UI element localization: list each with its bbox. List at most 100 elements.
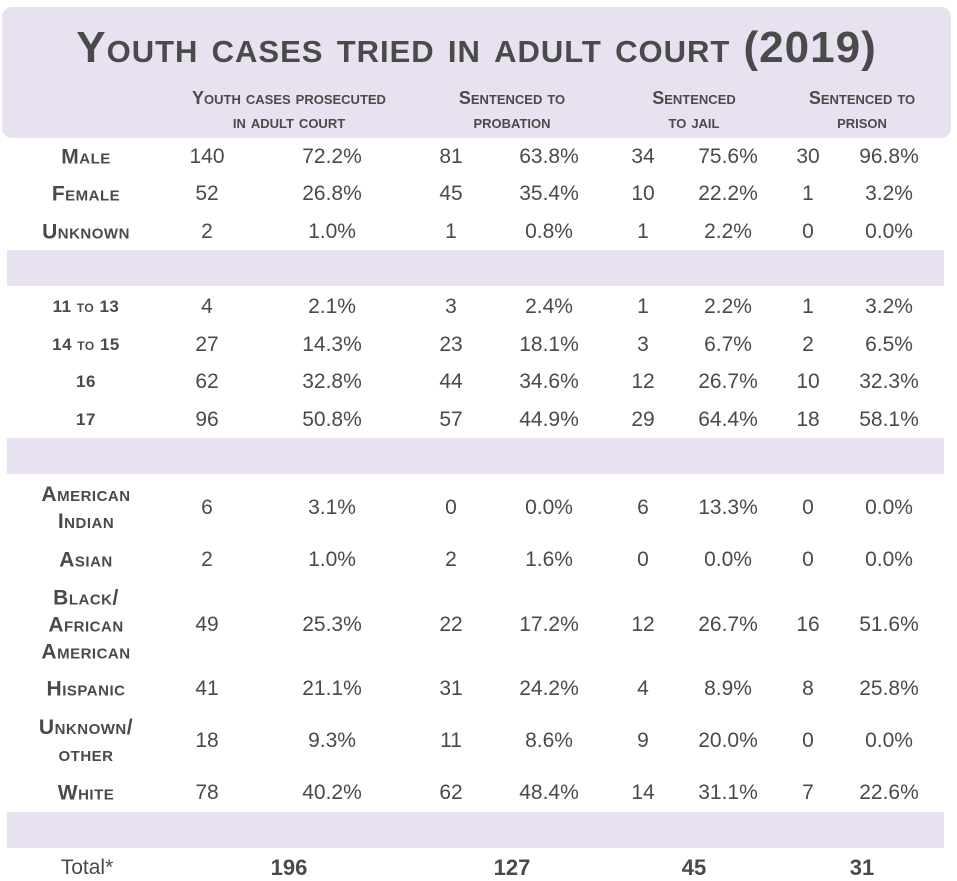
row-label-line: Unknown/ [38,716,134,739]
percent-cell: 14.3% [302,333,362,356]
percent-cell: 3.2% [865,182,913,205]
percent-cell: 44.9% [519,408,579,431]
row-label-line: American [41,483,131,506]
count-cell: 1 [637,220,649,243]
row-label: American Indian [41,481,130,535]
percent-cell: 0.8% [525,220,573,243]
percent-cell: 32.8% [302,370,362,393]
count-cell: 52 [195,182,219,205]
column-header-line: prison [837,112,887,132]
percent-cell: 9.3% [308,729,356,752]
count-cell: 4 [637,677,649,700]
percent-cell: 0.0% [525,496,573,519]
row-label-line: Black/ [53,586,119,610]
row-label: White [58,780,115,807]
row-label-line: Female [51,182,121,206]
percent-cell: 3.1% [308,496,356,519]
row-label: Male [61,144,111,171]
percent-cell: 0.0% [704,548,752,571]
count-cell: 22 [439,613,463,636]
count-cell: 12 [631,613,655,636]
total-value: 127 [493,855,531,880]
count-cell: 1 [802,295,814,318]
row-label-line: American [41,640,131,664]
row-label: Hispanic [47,676,126,703]
count-cell: 12 [631,370,655,393]
row-label: Female [52,181,120,208]
percent-cell: 0.0% [865,496,913,519]
percent-cell: 72.2% [302,145,362,168]
count-cell: 1 [445,220,457,243]
percent-cell: 6.7% [704,333,752,356]
count-cell: 62 [439,781,463,804]
count-cell: 96 [195,408,219,431]
total-value: 196 [270,855,308,880]
count-cell: 49 [195,613,219,636]
percent-cell: 3.2% [865,295,913,318]
count-cell: 29 [631,408,655,431]
count-cell: 140 [189,145,225,168]
row-label: Black/African American [41,585,130,666]
row-label: 17 [76,409,96,431]
count-cell: 27 [195,333,219,356]
row-label: 11 to 13 [53,296,120,318]
count-cell: 45 [439,182,463,205]
count-cell: 2 [445,548,457,571]
column-header: Youth cases prosecuted in adult court [164,86,414,134]
percent-cell: 26.7% [698,613,758,636]
percent-cell: 1.6% [525,548,573,571]
row-label-line: Hispanic [46,677,126,701]
percent-cell: 0.0% [865,548,913,571]
column-header-line: Sentenced [652,88,736,108]
count-cell: 78 [195,781,219,804]
count-cell: 4 [201,295,213,318]
row-label: 16 [76,371,96,393]
count-cell: 3 [637,333,649,356]
percent-cell: 2.1% [308,295,356,318]
count-cell: 23 [439,333,463,356]
count-cell: 0 [802,496,814,519]
column-header: Sentenced to probation [432,86,592,134]
count-cell: 10 [796,370,820,393]
section-divider-band [7,812,944,848]
percent-cell: 1.0% [308,220,356,243]
row-label-line: 11 to 13 [52,297,120,316]
count-cell: 57 [439,408,463,431]
row-label-line: Unknown [42,220,130,244]
percent-cell: 34.6% [519,370,579,393]
count-cell: 0 [802,220,814,243]
count-cell: 0 [802,729,814,752]
row-label-line: other [58,743,114,766]
count-cell: 2 [802,333,814,356]
percent-cell: 6.5% [865,333,913,356]
count-cell: 11 [440,729,462,752]
count-cell: 2 [201,548,213,571]
count-cell: 6 [201,496,213,519]
count-cell: 62 [195,370,219,393]
percent-cell: 8.9% [704,677,752,700]
row-label: Unknown/other [39,714,133,768]
section-divider-band [7,250,944,286]
row-label: Unknown [42,219,130,246]
title-banner [2,7,951,138]
percent-cell: 31.1% [698,781,758,804]
percent-cell: 75.6% [698,145,758,168]
percent-cell: 0.0% [865,729,913,752]
percent-cell: 0.0% [865,220,913,243]
percent-cell: 1.0% [308,548,356,571]
column-header-line: to jail [668,112,720,132]
percent-cell: 32.3% [859,370,919,393]
percent-cell: 24.2% [519,677,579,700]
count-cell: 0 [445,496,457,519]
count-cell: 16 [796,613,820,636]
table-title: Youth cases tried in adult court (2019) [76,23,877,72]
column-header: Sentenced to prison [787,86,937,134]
count-cell: 18 [796,408,820,431]
percent-cell: 63.8% [519,145,579,168]
row-label: Asian [59,547,113,574]
percent-cell: 2.2% [704,220,752,243]
section-divider-band [7,438,944,474]
count-cell: 7 [802,781,814,804]
percent-cell: 17.2% [519,613,579,636]
count-cell: 1 [637,295,649,318]
